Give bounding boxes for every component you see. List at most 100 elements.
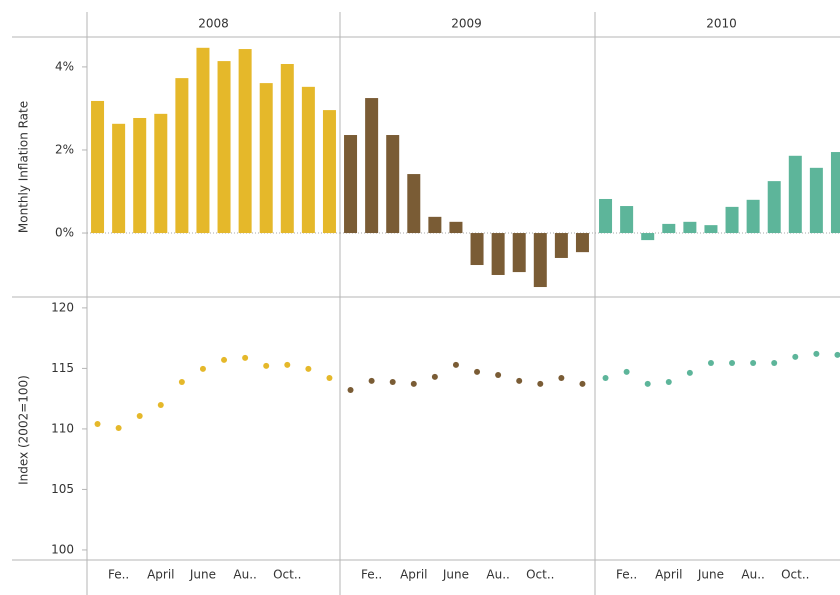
dot: [136, 412, 143, 419]
bar: [280, 63, 294, 234]
bar: [91, 100, 105, 234]
dot: [537, 380, 544, 387]
bar: [175, 78, 189, 234]
bar: [196, 47, 210, 234]
bar: [599, 198, 613, 234]
dot: [452, 361, 459, 368]
dot: [707, 359, 714, 366]
dot: [602, 374, 609, 381]
dot: [771, 359, 778, 366]
y-tick-label: 4%: [55, 59, 74, 73]
bar: [512, 233, 526, 273]
bar: [407, 174, 421, 234]
x-tick-label: June: [697, 568, 724, 582]
x-tick-label: Oct..: [781, 568, 809, 582]
bar: [133, 117, 147, 234]
dot: [579, 380, 586, 387]
bar: [641, 233, 655, 241]
bar: [788, 155, 802, 234]
bar: [830, 152, 840, 234]
bar: [238, 49, 252, 234]
x-tick-label: June: [442, 568, 469, 582]
y-tick-label: 105: [51, 482, 74, 496]
bar: [470, 233, 484, 266]
dot: [389, 378, 396, 385]
dot: [368, 377, 375, 384]
dot: [516, 377, 523, 384]
x-tick-label: Au..: [486, 568, 509, 582]
y-tick-label: 100: [51, 542, 74, 556]
x-tick-label: April: [655, 568, 682, 582]
x-tick-label: Au..: [741, 568, 764, 582]
pane-header: 2010: [706, 17, 737, 31]
pane-header: 2008: [198, 17, 229, 31]
bar: [809, 167, 823, 234]
x-tick-label: Au..: [233, 568, 256, 582]
dot: [665, 378, 672, 385]
dot: [792, 353, 799, 360]
bar: [725, 206, 739, 234]
x-tick-label: Fe..: [361, 568, 382, 582]
bar: [322, 110, 336, 234]
dot: [115, 424, 122, 431]
bar: [620, 206, 634, 234]
y-tick-label: 0%: [55, 226, 74, 240]
dot: [305, 365, 312, 372]
bar: [259, 83, 273, 234]
bar: [662, 223, 676, 234]
bar: [344, 135, 358, 234]
x-tick-label: June: [189, 568, 216, 582]
y-tick-label: 2%: [55, 142, 74, 156]
y-tick-label: 120: [51, 300, 74, 314]
y-tick-label: 115: [51, 361, 74, 375]
x-tick-label: Fe..: [108, 568, 129, 582]
dot: [347, 386, 354, 393]
bar: [575, 233, 589, 253]
pane-header: 2009: [451, 17, 482, 31]
x-tick-label: April: [400, 568, 427, 582]
dot: [157, 401, 164, 408]
bar: [491, 233, 505, 275]
dot: [644, 380, 651, 387]
bar: [683, 221, 697, 234]
dot: [242, 354, 249, 361]
x-tick-label: Oct..: [273, 568, 301, 582]
bar: [112, 123, 126, 234]
dot: [813, 350, 820, 357]
dot: [495, 371, 502, 378]
dot: [221, 356, 228, 363]
dot: [284, 361, 291, 368]
dot: [431, 373, 438, 380]
bar: [217, 61, 231, 234]
dot: [729, 359, 736, 366]
dot: [178, 378, 185, 385]
dot: [94, 420, 101, 427]
bar: [301, 86, 315, 234]
dot: [410, 380, 417, 387]
dot: [474, 368, 481, 375]
bar: [746, 199, 760, 234]
y-axis-title: Index (2002=100): [17, 375, 31, 485]
bar: [449, 221, 463, 234]
dot: [558, 374, 565, 381]
bar: [767, 181, 781, 234]
bar: [365, 98, 379, 234]
x-tick-label: April: [147, 568, 174, 582]
dot: [686, 369, 693, 376]
y-tick-label: 110: [51, 421, 74, 435]
dot: [623, 368, 630, 375]
bar: [533, 233, 547, 288]
y-axis-title: Monthly Inflation Rate: [17, 101, 31, 233]
bar: [704, 225, 718, 234]
bar: [554, 233, 568, 258]
x-tick-label: Fe..: [616, 568, 637, 582]
dot: [263, 362, 270, 369]
bar: [428, 216, 442, 234]
dot: [326, 374, 333, 381]
dot: [834, 351, 840, 358]
bar: [154, 113, 168, 234]
dot: [750, 359, 757, 366]
bar: [386, 135, 400, 234]
dot: [199, 365, 206, 372]
